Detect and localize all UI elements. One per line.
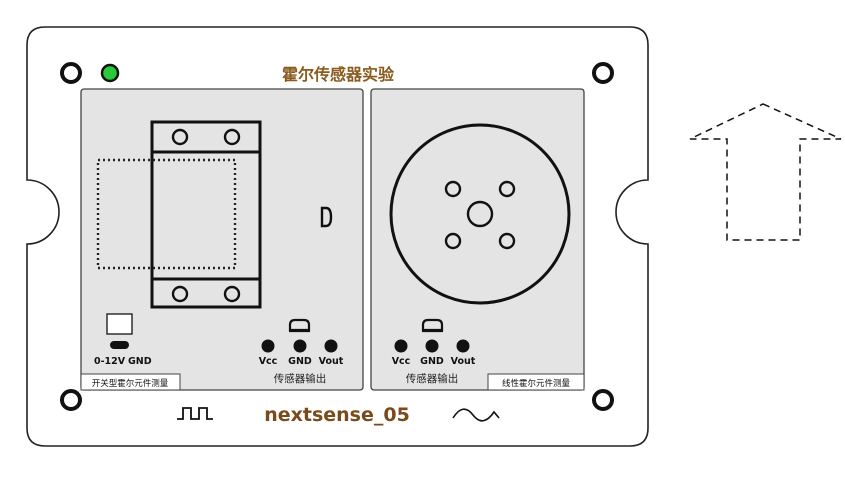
pin-gnd[interactable] — [293, 339, 307, 353]
switch-hall-tag: 开关型霍尔元件测量 — [92, 378, 169, 389]
pin-vcc[interactable] — [394, 339, 408, 353]
square-wave-icon — [177, 407, 213, 420]
disc-hole — [444, 232, 462, 250]
disc-hole — [444, 180, 462, 198]
board-title: 霍尔传感器实验 — [282, 65, 395, 84]
mount-hole-bottom-right — [592, 389, 614, 411]
left-panel-tag-box — [80, 373, 181, 391]
magnet-dotted-area — [96, 158, 237, 270]
pin-vout[interactable] — [456, 339, 470, 353]
dashed-up-arrow-icon — [689, 103, 842, 241]
connector-key-icon — [288, 318, 311, 332]
mount-hole-top-left — [60, 62, 82, 84]
power-jack — [106, 313, 133, 335]
power-voltage-label: 0-12V — [94, 356, 126, 367]
magnet-disc — [389, 123, 571, 305]
power-gnd-label: GND — [128, 356, 152, 367]
sensor-output-label: 传感器输出 — [274, 372, 327, 385]
disc-center-hole — [466, 200, 494, 228]
sine-wave-icon — [452, 408, 500, 422]
pin-gnd[interactable] — [425, 339, 439, 353]
power-jack-plug — [110, 341, 129, 349]
pin-label-vout: Vout — [451, 356, 476, 367]
pin-label-vcc: Vcc — [392, 356, 411, 367]
connector-key-icon — [421, 318, 444, 332]
linear-hall-tag: 线性霍尔元件测量 — [502, 378, 571, 389]
disc-hole — [498, 180, 516, 198]
module-screw-hole — [223, 285, 241, 303]
pin-label-gnd: GND — [288, 356, 312, 367]
sensor-output-label: 传感器输出 — [406, 372, 459, 385]
right-panel-tag-box — [487, 373, 585, 391]
pin-label-vout: Vout — [319, 356, 344, 367]
module-screw-hole — [171, 128, 189, 146]
hall-switch-module — [150, 120, 262, 309]
left-sensor-output-pins: Vcc GND Vout 传感器输出 — [259, 318, 344, 385]
module-screw-hole — [223, 128, 241, 146]
right-sensor-output-pins: Vcc GND Vout 传感器输出 — [392, 318, 476, 385]
pin-vout[interactable] — [324, 339, 338, 353]
power-led — [100, 63, 120, 83]
module-screw-hole — [171, 285, 189, 303]
pin-vcc[interactable] — [261, 339, 275, 353]
hall-element-icon — [320, 206, 333, 228]
mount-hole-top-right — [592, 62, 614, 84]
disc-hole — [498, 232, 516, 250]
pin-label-vcc: Vcc — [259, 356, 278, 367]
mount-hole-bottom-left — [60, 389, 82, 411]
pin-label-gnd: GND — [420, 356, 444, 367]
brand-logo-text: nextsense_05 — [264, 404, 410, 426]
